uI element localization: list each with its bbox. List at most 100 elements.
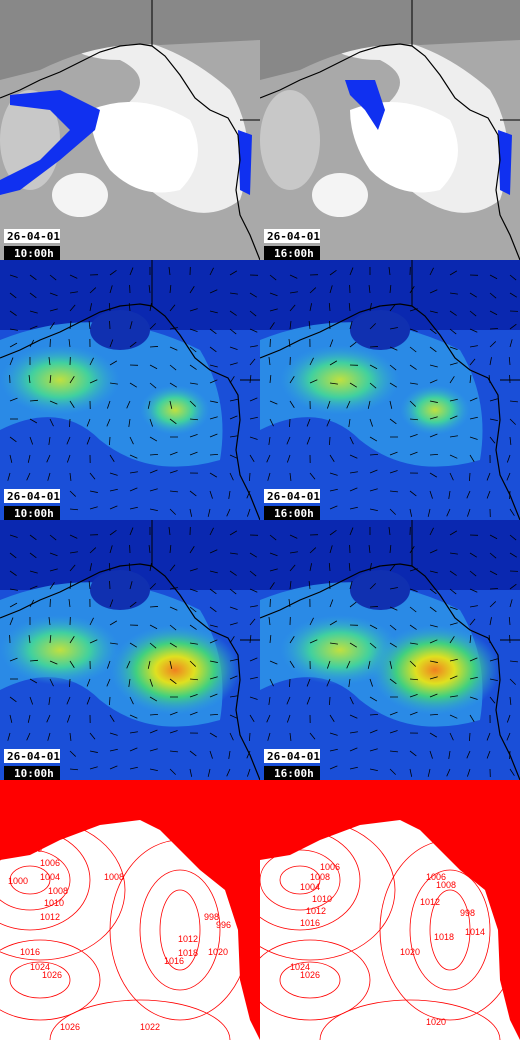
wind-low (350, 570, 410, 610)
cloud (260, 90, 320, 190)
wind-arrow (68, 599, 71, 608)
time-bg (264, 246, 320, 260)
wind-arrow (108, 562, 111, 572)
wind-arrow (189, 286, 195, 294)
wind-arrow (249, 328, 258, 333)
wind-arrow (209, 732, 218, 738)
wind-arrow (509, 599, 513, 608)
precip (345, 80, 385, 130)
wind-arrow (108, 302, 111, 312)
wind-arrow (346, 400, 351, 409)
wind-arrow (229, 570, 237, 576)
wind-arrow (329, 339, 334, 348)
isobar-label: 1006 (426, 872, 446, 882)
wind-arrow (369, 606, 379, 608)
isobar-label: 1008 (310, 872, 330, 882)
wind-arrow (169, 624, 177, 631)
wind-arrow (328, 562, 331, 572)
wind-arrow (449, 362, 458, 366)
wind-arrow (469, 714, 475, 723)
wind-arrow (229, 454, 238, 459)
wind-arrow (249, 416, 258, 420)
wind-arrow (348, 418, 351, 427)
isobar-label: 1012 (306, 906, 326, 916)
wind-low (350, 310, 410, 350)
isobar (429, 889, 471, 971)
wind-arrow (286, 454, 291, 463)
wind-arrow (149, 748, 158, 752)
wind-arrow (489, 552, 497, 559)
wind-arrow (109, 382, 118, 385)
wind-arrow (489, 436, 496, 444)
wind-arrow (467, 508, 471, 517)
wind-arrow (129, 527, 134, 536)
wind-arrow (509, 768, 515, 776)
wind-arrow (209, 310, 218, 314)
wind-arrow (129, 267, 134, 276)
wind-arrow (409, 418, 419, 421)
wind-arrow (89, 287, 97, 294)
isobar-label: 1012 (420, 897, 440, 907)
wind-arrow (149, 436, 158, 442)
wind-arrow (247, 508, 251, 517)
wind-arrow (109, 620, 118, 626)
wind-arrow (469, 570, 477, 577)
wind-arrow (29, 325, 38, 330)
wind-arrow (329, 620, 338, 626)
wind-arrow (346, 660, 351, 669)
wind-core (0, 345, 120, 415)
wind-arrow (246, 490, 251, 499)
wind-arrow (169, 564, 176, 572)
time-bg (4, 506, 60, 520)
wind-arrow (9, 454, 13, 463)
wind-arrow (229, 362, 238, 366)
wind-arrow (467, 768, 471, 777)
wind-arrow (489, 534, 498, 540)
wind-arrow (209, 416, 218, 420)
wind-arrow (169, 508, 176, 515)
wind-arrow (289, 321, 292, 330)
wind-arrow (229, 472, 234, 481)
wind-arrow (369, 678, 373, 687)
wind-arrow (368, 285, 371, 294)
wind-arrow (369, 303, 372, 312)
wind-arrow (29, 659, 39, 662)
wind-arrow (469, 676, 478, 680)
wind-arrow (389, 327, 398, 330)
wind-core (140, 385, 210, 435)
wind-arrow (429, 660, 438, 663)
wind-arrow (446, 768, 451, 777)
wind-arrow (7, 732, 11, 741)
wind-low (90, 310, 150, 350)
wind-arrow (269, 635, 272, 644)
wind-arrow (7, 472, 11, 481)
wind-arrow (327, 660, 331, 669)
wind-arrow (29, 292, 37, 299)
wind-arrow (369, 583, 376, 590)
wind-arrow (66, 714, 71, 723)
wind-arrow (9, 436, 17, 443)
wind-arrow (369, 364, 378, 370)
time-bg (264, 506, 320, 520)
precip (0, 90, 100, 195)
wind-arrow (429, 416, 438, 420)
wind-arrow (269, 274, 277, 281)
wind-arrow (509, 274, 517, 281)
isobar-label: 1012 (40, 912, 60, 922)
wind-arrow (489, 617, 492, 626)
wind-arrow (149, 696, 158, 702)
wind-arrow (429, 472, 438, 478)
time-label: 10:00h (14, 507, 54, 520)
wind-arrow (209, 639, 218, 644)
wind-arrow (189, 546, 195, 554)
wind-arrow (149, 303, 152, 312)
isobar-label: 1016 (164, 956, 184, 966)
wind-arrow (349, 581, 353, 590)
wind-arrow (449, 415, 458, 420)
wind-arrow (228, 750, 231, 759)
isobar-label: 1018 (434, 932, 454, 942)
wind-arrow (309, 379, 318, 384)
wind-arrow (329, 714, 335, 722)
wind-arrow (169, 490, 178, 493)
land (260, 780, 520, 1040)
